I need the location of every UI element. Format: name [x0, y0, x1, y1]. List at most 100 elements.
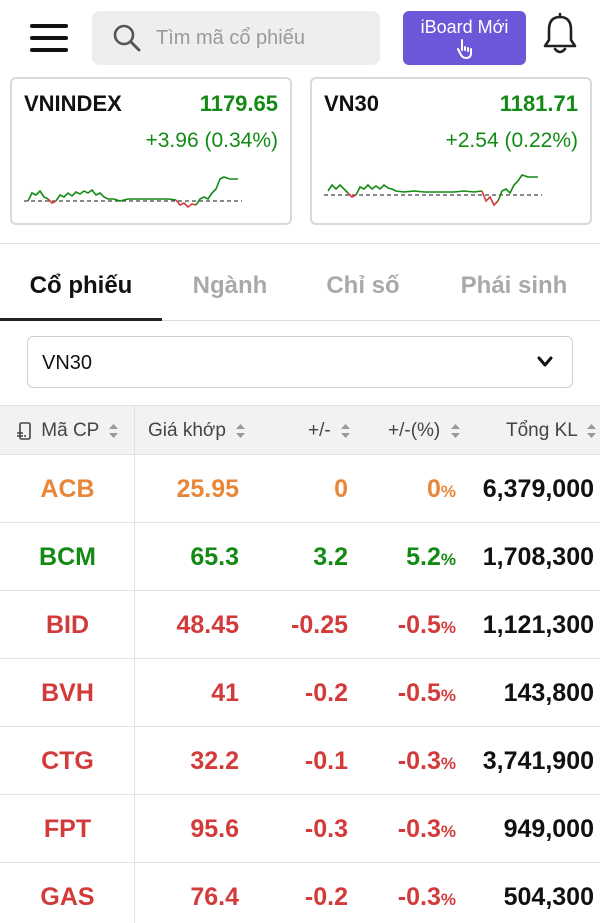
stock-percent: 5.2%: [406, 523, 456, 591]
header-percent[interactable]: +/-(%): [388, 406, 461, 456]
percent-value: 5.2: [406, 543, 441, 571]
stock-price: 76.4: [190, 883, 239, 911]
percent-value: -0.3: [397, 883, 441, 911]
sort-icon: [340, 423, 350, 438]
stock-volume: 504,300: [503, 883, 594, 911]
column-separator: [134, 455, 135, 523]
index-name: VNINDEX: [24, 91, 122, 116]
column-separator: [134, 591, 135, 659]
stock-price: 25.95: [176, 475, 239, 503]
tab-indices[interactable]: Chỉ số: [326, 272, 400, 299]
section-divider: [0, 243, 600, 244]
stock-volume: 143,800: [503, 679, 594, 707]
stock-change: 0: [334, 475, 348, 503]
table-row[interactable]: ACB 25.95 0 0% 6,379,000: [0, 455, 600, 523]
stock-price: 32.2: [190, 747, 239, 775]
column-separator: [134, 406, 135, 456]
header-label: Giá khớp: [148, 420, 226, 441]
select-value: VN30: [42, 352, 93, 374]
sort-icon: [236, 423, 246, 438]
index-card-vnindex[interactable]: VNINDEX 1179.65 +3.96 (0.34%): [10, 77, 292, 225]
stock-volume: 949,000: [503, 815, 594, 843]
stock-change: -0.3: [304, 815, 348, 843]
stock-percent: -0.3%: [398, 727, 456, 795]
stock-change: -0.25: [291, 611, 348, 639]
header-label: +/-: [308, 420, 331, 441]
index-value: 1179.65: [199, 91, 278, 116]
stock-price: 65.3: [190, 543, 239, 571]
stock-change: -0.2: [304, 679, 348, 707]
stock-symbol: ACB: [40, 475, 95, 503]
top-bar: iBoard Mới: [0, 0, 600, 76]
stock-percent: 0%: [427, 455, 456, 523]
tab-stocks[interactable]: Cổ phiếu: [29, 272, 133, 299]
percent-sign: %: [440, 618, 456, 637]
table-row[interactable]: CTG 32.2 -0.1 -0.3% 3,741,900: [0, 727, 600, 795]
table-row[interactable]: FPT 95.6 -0.3 -0.3% 949,000: [0, 795, 600, 863]
stock-symbol: BID: [45, 611, 90, 639]
index-group-select[interactable]: VN30: [27, 336, 573, 388]
table-header: Mã CP Giá khớp +/- +/-(%) Tổng KL: [0, 405, 600, 456]
percent-value: -0.5: [397, 611, 441, 639]
table-row[interactable]: GAS 76.4 -0.2 -0.3% 504,300: [0, 863, 600, 923]
index-name: VN30: [324, 91, 380, 116]
stock-percent: -0.3%: [398, 795, 456, 863]
percent-value: -0.5: [397, 679, 441, 707]
index-card-vn30[interactable]: VN30 1181.71 +2.54 (0.22%): [310, 77, 592, 225]
search-box[interactable]: [92, 11, 380, 65]
index-change: +2.54 (0.22%): [445, 129, 578, 152]
index-sparkline: [324, 174, 542, 207]
search-input[interactable]: [156, 26, 356, 50]
percent-sign: %: [440, 482, 456, 501]
stock-percent: -0.3%: [398, 863, 456, 923]
index-value: 1181.71: [499, 91, 578, 116]
stock-symbol: FPT: [43, 815, 92, 843]
column-separator: [134, 795, 135, 863]
percent-sign: %: [440, 890, 456, 909]
percent-sign: %: [440, 550, 456, 569]
phone-sort-icon: [17, 422, 31, 440]
stock-table: Mã CP Giá khớp +/- +/-(%) Tổng KL ACB 25.…: [0, 405, 600, 923]
header-label: Mã CP: [41, 420, 100, 441]
table-body: ACB 25.95 0 0% 6,379,000 BCM 65.3 3.2 5.2% 1,708,…: [0, 455, 600, 923]
tab-derivatives[interactable]: Phái sinh: [460, 272, 568, 299]
header-volume[interactable]: Tổng KL: [506, 406, 597, 456]
stock-symbol: CTG: [41, 747, 94, 775]
active-tab-indicator: [0, 318, 162, 321]
stock-symbol: GAS: [40, 883, 95, 911]
tab-bar: Cổ phiếu Ngành Chỉ số Phái sinh: [0, 258, 600, 320]
table-row[interactable]: BCM 65.3 3.2 5.2% 1,708,300: [0, 523, 600, 591]
header-symbol[interactable]: Mã CP: [16, 406, 119, 456]
table-row[interactable]: BVH 41 -0.2 -0.5% 143,800: [0, 659, 600, 727]
percent-sign: %: [440, 754, 456, 773]
column-separator: [134, 727, 135, 795]
pointer-hand-icon: [457, 39, 472, 59]
header-price[interactable]: Giá khớp: [148, 406, 246, 456]
index-change: +3.96 (0.34%): [145, 129, 278, 152]
bell-icon[interactable]: [540, 12, 580, 56]
percent-sign: %: [440, 686, 456, 705]
column-separator: [134, 523, 135, 591]
header-label: +/-(%): [388, 420, 441, 441]
stock-volume: 3,741,900: [482, 747, 594, 775]
percent-value: -0.3: [397, 747, 441, 775]
stock-change: -0.2: [304, 883, 348, 911]
percent-value: -0.3: [397, 815, 441, 843]
stock-price: 48.45: [176, 611, 239, 639]
header-change[interactable]: +/-: [308, 406, 351, 456]
iboard-new-button[interactable]: iBoard Mới: [403, 11, 526, 65]
iboard-button-label: iBoard Mới: [420, 17, 509, 37]
stock-symbol: BCM: [39, 543, 96, 571]
tabs-baseline: [0, 320, 600, 321]
hamburger-menu-icon[interactable]: [30, 24, 68, 52]
column-separator: [134, 863, 135, 923]
search-icon: [113, 24, 141, 52]
stock-volume: 1,708,300: [482, 543, 594, 571]
tab-sectors[interactable]: Ngành: [192, 272, 268, 299]
sort-icon: [450, 423, 460, 438]
column-separator: [134, 659, 135, 727]
chevron-down-icon: [537, 356, 553, 367]
stock-change: 3.2: [313, 543, 348, 571]
stock-percent: -0.5%: [398, 591, 456, 659]
table-row[interactable]: BID 48.45 -0.25 -0.5% 1,121,300: [0, 591, 600, 659]
